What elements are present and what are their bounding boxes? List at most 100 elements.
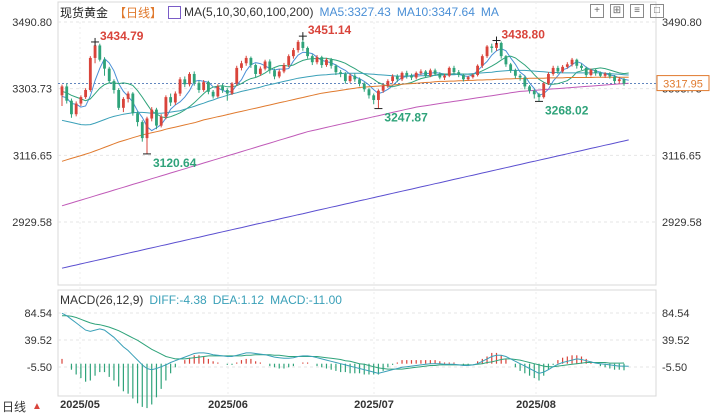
low-annotation: 3120.64 bbox=[153, 156, 197, 170]
ma-params-label[interactable]: MA(5,10,30,60,100,200) bbox=[184, 5, 314, 19]
candle-body bbox=[447, 67, 451, 76]
candle-body bbox=[183, 79, 187, 85]
candle-body bbox=[400, 72, 404, 80]
candle-body bbox=[145, 118, 149, 139]
ma-more-label: MA bbox=[480, 5, 499, 19]
candle-body bbox=[353, 75, 357, 80]
candle-body bbox=[414, 72, 418, 78]
crosshair-icon[interactable]: + bbox=[590, 4, 604, 18]
candle-body bbox=[296, 41, 300, 51]
candle-body bbox=[377, 90, 380, 100]
macd-title[interactable]: MACD(26,12,9) bbox=[60, 293, 144, 307]
settings-icon[interactable]: ≡ bbox=[630, 4, 644, 18]
x-tick-label: 2025/08 bbox=[516, 399, 556, 411]
candle-body bbox=[178, 79, 182, 94]
macd-right-tick-label: 84.54 bbox=[662, 308, 690, 320]
candle-body bbox=[74, 103, 78, 115]
candle-body bbox=[343, 73, 347, 82]
candle-body bbox=[480, 56, 484, 66]
left-y-tick-label: 3116.65 bbox=[13, 150, 52, 162]
candle-body bbox=[84, 89, 88, 98]
candle-body bbox=[513, 70, 517, 76]
candle-body bbox=[240, 63, 243, 68]
macd-header: MACD(26,12,9) DIFF:-4.38 DEA:1.12 MACD:-… bbox=[60, 293, 348, 307]
candle-body bbox=[381, 85, 385, 91]
candle-body bbox=[197, 82, 201, 90]
candle-body bbox=[556, 67, 560, 72]
candle-body bbox=[188, 73, 191, 85]
ma60-line bbox=[61, 76, 629, 162]
candle-body bbox=[140, 122, 144, 139]
candle-body bbox=[424, 71, 428, 76]
candle-body bbox=[258, 68, 262, 74]
candle-body bbox=[202, 82, 206, 90]
candle-body bbox=[136, 113, 139, 123]
candle-body bbox=[225, 89, 229, 94]
candle-body bbox=[395, 76, 399, 80]
candle-body bbox=[372, 95, 376, 100]
candle-body bbox=[268, 61, 272, 71]
high-annotation: 3451.14 bbox=[308, 23, 352, 37]
candle-body bbox=[358, 79, 361, 84]
candle-body bbox=[532, 90, 536, 95]
candle-body bbox=[192, 73, 196, 83]
main-plot-frame bbox=[57, 1, 657, 286]
candle-body bbox=[277, 71, 281, 77]
candle-body bbox=[287, 56, 291, 66]
candle-body bbox=[249, 57, 253, 66]
candle-body bbox=[169, 97, 173, 103]
candle-body bbox=[537, 94, 541, 98]
candle-body bbox=[523, 77, 527, 87]
candle-body bbox=[60, 86, 64, 96]
candle-body bbox=[617, 79, 621, 82]
candle-body bbox=[334, 65, 338, 73]
diff-line bbox=[61, 312, 629, 374]
x-tick-label: 2025/07 bbox=[354, 399, 394, 411]
chart-toolbar: + ⊞ ≡ □ bbox=[590, 4, 664, 18]
candle-body bbox=[594, 70, 598, 73]
candle-body bbox=[509, 64, 513, 71]
candle-body bbox=[150, 109, 154, 119]
candle-body bbox=[206, 82, 210, 92]
candle-body bbox=[410, 75, 413, 78]
candle-body bbox=[273, 70, 276, 77]
candle-body bbox=[561, 66, 565, 72]
candle-body bbox=[306, 47, 309, 57]
candle-body bbox=[121, 98, 125, 108]
candle-body bbox=[471, 75, 475, 78]
caret-up-icon: ▲ bbox=[32, 401, 42, 412]
high-annotation: 3434.79 bbox=[100, 29, 144, 43]
candle-body bbox=[490, 46, 494, 48]
dea-value-label: DEA:1.12 bbox=[212, 293, 265, 307]
right-y-tick-label: 3490.80 bbox=[662, 17, 702, 29]
candle-body bbox=[301, 41, 305, 48]
fullscreen-icon[interactable]: □ bbox=[650, 4, 664, 18]
candle-body bbox=[98, 45, 102, 60]
candle-body bbox=[164, 97, 168, 117]
candle-body bbox=[438, 73, 442, 78]
x-tick-label: 2025/06 bbox=[208, 399, 248, 411]
low-annotation: 3268.02 bbox=[545, 103, 589, 117]
candle-body bbox=[93, 45, 97, 58]
zoom-icon[interactable]: ⊞ bbox=[610, 4, 624, 18]
candle-body bbox=[310, 56, 314, 63]
candle-body bbox=[603, 73, 607, 76]
period-selector[interactable]: 【日线】 bbox=[114, 5, 163, 20]
candle-body bbox=[584, 67, 588, 76]
dea-line bbox=[62, 315, 625, 370]
candle-body bbox=[428, 70, 432, 76]
candle-body bbox=[570, 59, 574, 65]
instrument-name: 现货黄金 bbox=[60, 5, 109, 20]
candle-body bbox=[103, 59, 106, 69]
main-chart-header: 现货黄金 【日线】 MA(5,10,30,60,100,200) MA5:332… bbox=[60, 4, 505, 20]
macd-right-tick-label: -5.50 bbox=[662, 362, 687, 374]
macd-plot-frame bbox=[57, 289, 657, 397]
candle-body bbox=[155, 109, 158, 126]
macd-left-tick-label: 39.52 bbox=[24, 335, 52, 347]
candle-body bbox=[79, 97, 83, 104]
candle-body bbox=[112, 81, 116, 90]
ma-toggle-icon[interactable] bbox=[168, 5, 182, 19]
candle-body bbox=[443, 75, 446, 78]
footer-period[interactable]: 日线 ▲ bbox=[2, 398, 42, 415]
